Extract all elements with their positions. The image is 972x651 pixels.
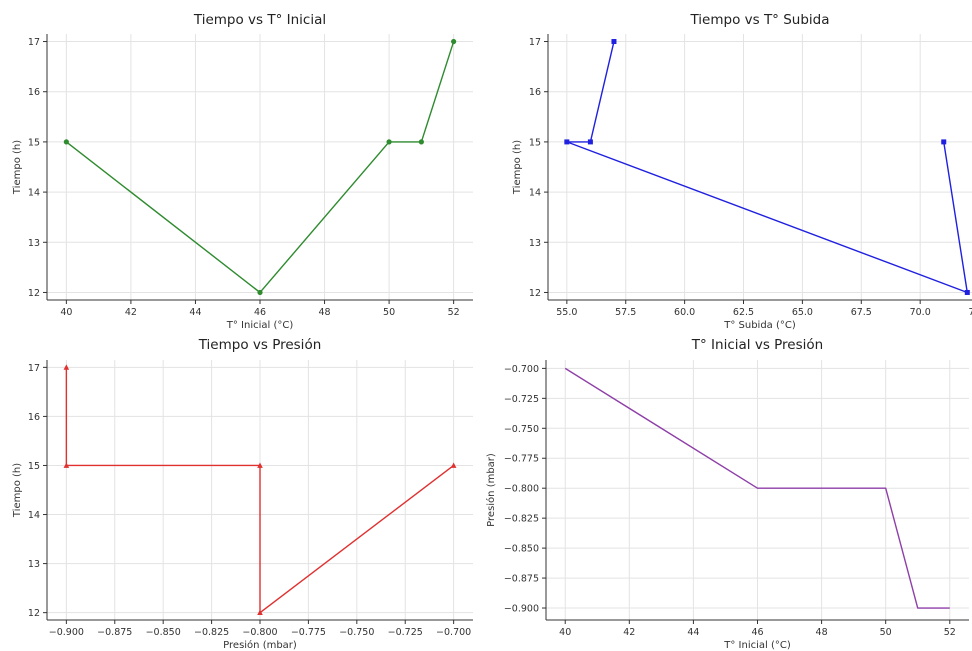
x-tick-label: 57.5 xyxy=(615,307,636,318)
x-tick-label: 65.0 xyxy=(792,307,813,318)
y-tick-label: 14 xyxy=(529,188,541,199)
x-tick-label: 70.0 xyxy=(910,307,931,318)
x-tick-label: −0.825 xyxy=(194,627,229,638)
y-tick-label: 13 xyxy=(529,238,541,249)
y-tick-label: 13 xyxy=(28,559,40,570)
y-tick-label: 12 xyxy=(529,288,541,299)
chart-title: Tiempo vs Presión xyxy=(198,337,322,353)
x-axis-label: Presión (mbar) xyxy=(223,639,297,651)
data-point xyxy=(418,139,424,145)
data-point xyxy=(386,139,392,145)
y-tick-label: −0.750 xyxy=(504,424,539,435)
x-tick-label: 50 xyxy=(880,627,892,638)
y-tick-label: −0.725 xyxy=(504,394,539,405)
y-tick-label: −0.875 xyxy=(504,574,539,585)
x-tick-label: 40 xyxy=(559,627,571,638)
y-tick-label: 15 xyxy=(28,461,40,472)
x-axis-label: T° Inicial (°C) xyxy=(226,320,294,331)
x-tick-label: −0.775 xyxy=(291,627,326,638)
x-tick-label: 48 xyxy=(816,627,828,638)
x-tick-label: 48 xyxy=(318,307,330,318)
y-axis-label: Presión (mbar) xyxy=(485,453,497,527)
x-tick-label: −0.700 xyxy=(436,627,471,638)
data-point xyxy=(451,38,457,45)
grid-lines xyxy=(548,34,972,300)
data-point xyxy=(63,364,70,370)
x-tick-label: 46 xyxy=(254,307,266,318)
x-tick-label: 60.0 xyxy=(674,307,695,318)
x-tick-label: 55.0 xyxy=(556,307,577,318)
y-tick-label: 15 xyxy=(28,137,40,148)
x-tick-label: 67.5 xyxy=(851,307,872,318)
x-tick-label: 52 xyxy=(448,307,460,318)
series-line xyxy=(564,367,950,609)
y-tick-label: −0.900 xyxy=(504,604,539,615)
chart-title: Tiempo vs T° Inicial xyxy=(193,12,326,28)
y-axis-label: Tiempo (h) xyxy=(512,140,523,195)
data-point xyxy=(941,139,947,145)
y-tick-label: 12 xyxy=(28,608,40,619)
y-tick-label: −0.775 xyxy=(504,454,539,465)
x-tick-label: −0.875 xyxy=(97,627,132,638)
chart-panel-4: 40 42 44 46 48 50 52 −0.900 −0.875 −0.850 −0.825 −0… xyxy=(485,337,969,651)
x-tick-label: 44 xyxy=(687,627,699,638)
y-tick-label: 12 xyxy=(28,288,40,299)
data-point xyxy=(611,39,617,45)
chart-panel-2: 55.0 57.5 60.0 62.5 65.0 67.5 70.0 72.5 12 13 14 15… xyxy=(512,12,972,331)
data-point xyxy=(257,462,263,468)
y-tick-label: 15 xyxy=(529,137,541,148)
chart-panel-1: 40 42 44 46 48 50 52 12 13 14 15 16 17 Tiempo vs T° I… xyxy=(12,12,473,331)
x-tick-label: 42 xyxy=(125,307,137,318)
y-tick-label: 16 xyxy=(28,412,40,423)
data-point xyxy=(257,289,263,296)
y-axis-label: Tiempo (h) xyxy=(12,463,23,518)
data-point xyxy=(63,462,70,468)
x-tick-label: −0.900 xyxy=(49,627,84,638)
data-point xyxy=(63,139,69,145)
y-tick-label: 13 xyxy=(28,238,40,249)
data-point xyxy=(450,462,457,468)
series-line xyxy=(566,41,968,294)
x-tick-label: 46 xyxy=(751,627,763,638)
x-tick-label: −0.800 xyxy=(242,627,277,638)
y-tick-label: 16 xyxy=(28,87,40,98)
chart-panel-3: −0.900 −0.875 −0.850 −0.825 −0.800 −0.775 −0.7… xyxy=(12,337,473,651)
y-tick-label: −0.800 xyxy=(504,484,539,495)
x-tick-label: −0.850 xyxy=(146,627,181,638)
y-tick-label: 17 xyxy=(529,37,541,48)
x-tick-label: 62.5 xyxy=(733,307,754,318)
data-point xyxy=(587,139,593,145)
y-tick-label: −0.850 xyxy=(504,544,539,555)
y-tick-label: 14 xyxy=(28,510,40,521)
x-tick-label: 40 xyxy=(60,307,72,318)
x-tick-label: 72.5 xyxy=(968,307,972,318)
x-tick-label: 50 xyxy=(383,307,395,318)
y-tick-label: 17 xyxy=(28,37,40,48)
y-tick-label: 17 xyxy=(28,363,40,374)
x-tick-label: 44 xyxy=(189,307,201,318)
x-tick-label: −0.750 xyxy=(339,627,374,638)
grid-lines xyxy=(546,360,969,620)
y-tick-label: 16 xyxy=(529,87,541,98)
chart-title: T° Inicial vs Presión xyxy=(691,337,823,353)
x-tick-label: 52 xyxy=(944,627,956,638)
x-tick-label: −0.725 xyxy=(388,627,423,638)
x-axis-label: T° Inicial (°C) xyxy=(723,640,791,651)
grid-lines xyxy=(47,34,473,300)
data-point xyxy=(964,289,970,295)
x-axis-label: T° Subida (°C) xyxy=(723,320,796,331)
data-point xyxy=(257,609,263,616)
data-point xyxy=(564,139,570,145)
x-tick-label: 42 xyxy=(623,627,635,638)
y-tick-label: 14 xyxy=(28,188,40,199)
y-tick-label: −0.700 xyxy=(504,364,539,375)
y-tick-label: −0.825 xyxy=(504,514,539,525)
chart-title: Tiempo vs T° Subida xyxy=(689,12,829,28)
y-axis-label: Tiempo (h) xyxy=(12,140,23,195)
